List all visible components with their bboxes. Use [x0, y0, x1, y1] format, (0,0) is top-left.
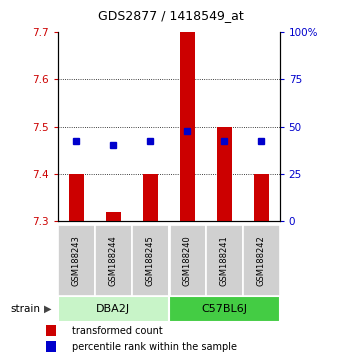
Text: C57BL6J: C57BL6J	[201, 304, 247, 314]
Bar	[169, 296, 280, 322]
Bar	[180, 18, 195, 221]
Bar	[143, 174, 158, 221]
Text: GSM188241: GSM188241	[220, 235, 229, 286]
Bar	[46, 341, 56, 353]
Text: GSM188242: GSM188242	[257, 235, 266, 286]
Bar	[169, 225, 206, 296]
Bar	[217, 126, 232, 221]
Text: GSM188243: GSM188243	[72, 235, 81, 286]
Text: GDS2877 / 1418549_at: GDS2877 / 1418549_at	[98, 9, 243, 22]
Text: strain: strain	[10, 304, 40, 314]
Text: transformed count: transformed count	[72, 326, 162, 336]
Text: DBA2J: DBA2J	[96, 304, 131, 314]
Bar	[58, 296, 169, 322]
Bar	[254, 174, 268, 221]
Bar	[58, 225, 95, 296]
Bar	[95, 225, 132, 296]
Text: GSM188244: GSM188244	[109, 235, 118, 286]
Bar	[243, 225, 280, 296]
Bar	[206, 225, 243, 296]
Text: ▶: ▶	[44, 304, 52, 314]
Bar	[46, 325, 56, 336]
Text: GSM188240: GSM188240	[183, 235, 192, 286]
Bar	[69, 174, 84, 221]
Bar	[106, 212, 121, 221]
Text: GSM188245: GSM188245	[146, 235, 155, 286]
Bar	[132, 225, 169, 296]
Text: percentile rank within the sample: percentile rank within the sample	[72, 342, 237, 352]
